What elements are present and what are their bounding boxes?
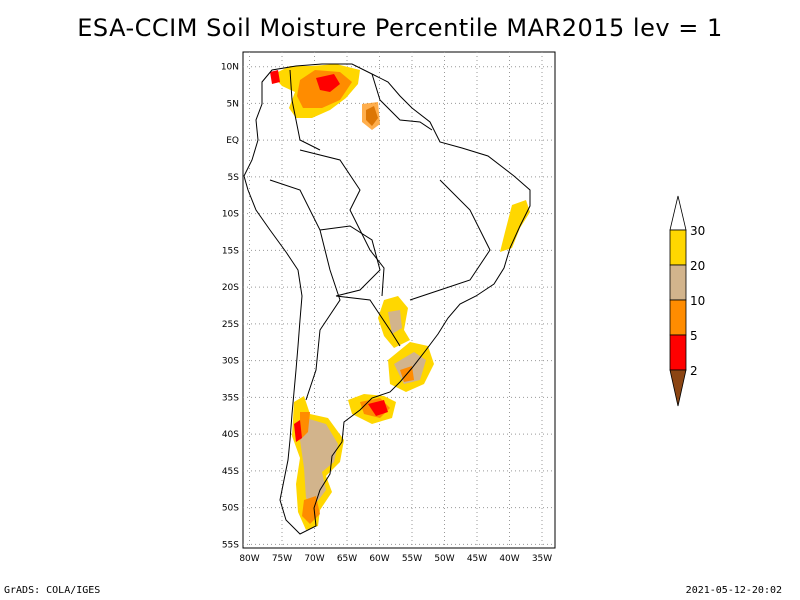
lat-label: 10S (222, 210, 239, 220)
shade-region-paraguay-tan (388, 310, 402, 334)
shade-region-patagonia-red (294, 420, 302, 442)
footer-timestamp: 2021-05-12-20:02 (685, 585, 782, 596)
border-brazil-west (299, 149, 385, 297)
map-title: ESA-CCIM Soil Moisture Percentile MAR201… (77, 14, 723, 42)
coastlines (243, 63, 531, 535)
lon-label: 55W (402, 554, 422, 564)
shade-region-north-red (316, 74, 340, 92)
lat-label: 55S (222, 540, 239, 550)
shade-region-buenos-aires-red (368, 400, 388, 416)
lat-label: 20S (222, 283, 239, 293)
lat-label: 25S (222, 320, 239, 330)
longitude-labels: 80W 75W 70W 65W 60W 55W 50W 45W 40W 35W (239, 554, 552, 564)
latitude-labels: 10N 5N EQ 5S 10S 15S 20S 25S 30S 35S 40S 45S 50S 55S (221, 63, 239, 551)
lon-label: 50W (434, 554, 454, 564)
lat-label: 30S (222, 357, 239, 367)
lon-label: 45W (467, 554, 487, 564)
border-bolivia (319, 225, 381, 297)
lat-label: 10N (221, 63, 239, 73)
gridlines (243, 52, 555, 548)
colorbar-label-20: 20 (690, 259, 705, 273)
lon-label: 40W (499, 554, 519, 564)
colorbar-label-2: 2 (690, 364, 698, 378)
colorbar-label-10: 10 (690, 294, 705, 308)
border-colombia (289, 69, 321, 151)
lon-label: 80W (239, 554, 259, 564)
lat-label: 40S (222, 430, 239, 440)
lat-label: 45S (222, 467, 239, 477)
lat-label: 50S (222, 504, 239, 514)
shade-region-caribbean-red (270, 70, 280, 84)
footer-credit: GrADS: COLA/IGES (4, 585, 101, 596)
colorbar-2-5 (669, 334, 687, 371)
border-guianas (371, 73, 433, 131)
lon-label: 75W (272, 554, 292, 564)
shade-region-guyana-orange (362, 102, 380, 130)
colorbar-10-20 (669, 264, 687, 301)
lon-label: 70W (304, 554, 324, 564)
lon-label: 65W (337, 554, 357, 564)
shade-region-patagonia-orange (300, 412, 310, 440)
colorbar-label-5: 5 (690, 329, 698, 343)
colorbar: 30 20 10 5 2 (669, 195, 705, 407)
lat-label: 5S (228, 173, 240, 183)
colorbar-5-10 (669, 299, 687, 336)
lon-label: 60W (369, 554, 389, 564)
colorbar-20-30 (669, 229, 687, 266)
shade-region-ne-coast (500, 200, 530, 252)
south-america-coastline (243, 63, 531, 535)
colorbar-top-arrow (669, 195, 687, 231)
border-brazil-states (409, 179, 491, 301)
border-andes (269, 179, 341, 401)
shade-region-patagonia-tan (300, 418, 338, 506)
border-argentina-north (335, 295, 401, 347)
colorbar-bottom-arrow (669, 369, 687, 407)
lat-label: 15S (222, 246, 239, 256)
lat-label: EQ (226, 136, 239, 146)
lat-label: 5N (227, 99, 239, 109)
colorbar-label-30: 30 (690, 224, 705, 238)
lat-label: 35S (222, 393, 239, 403)
percentile-shading (270, 64, 530, 530)
lon-label: 35W (532, 554, 552, 564)
